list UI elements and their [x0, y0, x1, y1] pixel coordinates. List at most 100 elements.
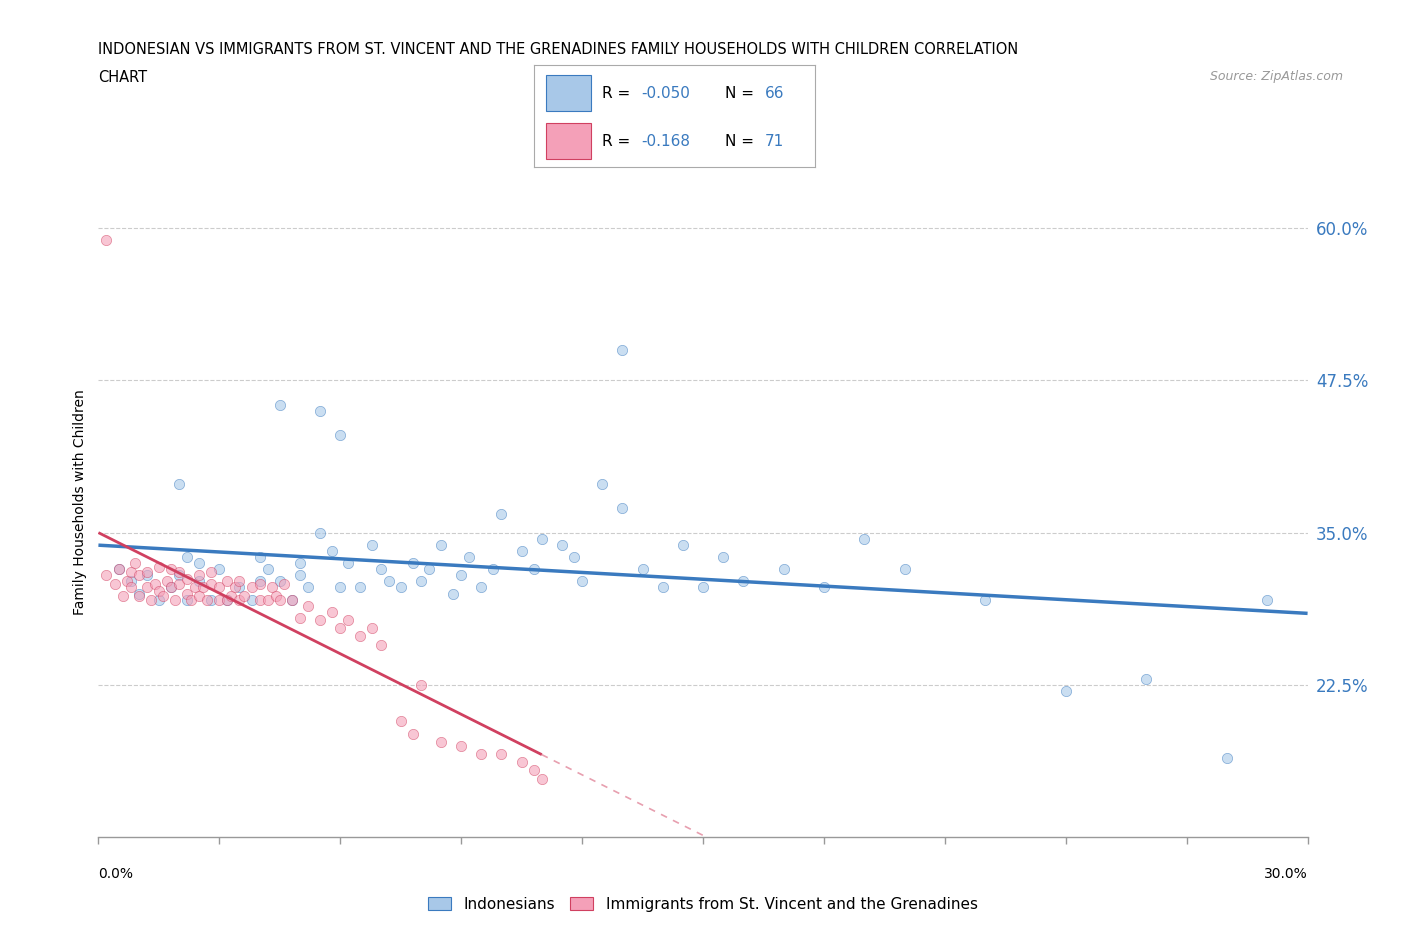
Text: R =: R = — [602, 86, 630, 101]
Point — [148, 559, 170, 574]
Point — [562, 550, 585, 565]
Point — [256, 592, 278, 607]
Point — [441, 586, 464, 601]
Point — [321, 604, 343, 619]
Point — [188, 568, 211, 583]
Point — [551, 538, 574, 552]
Point — [269, 574, 291, 589]
Point — [974, 592, 997, 607]
Point — [269, 592, 291, 607]
Point — [530, 531, 553, 546]
Point — [853, 531, 876, 546]
Point — [240, 592, 263, 607]
Point — [470, 747, 492, 762]
Point — [389, 580, 412, 595]
Point — [228, 580, 250, 595]
Point — [264, 589, 287, 604]
Point — [249, 577, 271, 591]
Point — [107, 562, 129, 577]
Point — [631, 562, 654, 577]
Point — [135, 580, 157, 595]
Point — [370, 637, 392, 652]
Point — [309, 404, 332, 418]
Text: 71: 71 — [765, 134, 785, 150]
Point — [402, 555, 425, 570]
Point — [103, 577, 125, 591]
Point — [430, 538, 453, 552]
Point — [200, 577, 222, 591]
Point — [377, 574, 399, 589]
Point — [349, 580, 371, 595]
Point — [450, 568, 472, 583]
Point — [733, 574, 755, 589]
Point — [240, 580, 263, 595]
Point — [163, 592, 186, 607]
Point — [224, 580, 246, 595]
Point — [450, 738, 472, 753]
Point — [176, 550, 198, 565]
Point — [523, 562, 546, 577]
Point — [418, 562, 440, 577]
Point — [148, 584, 170, 599]
Point — [180, 592, 202, 607]
Point — [96, 233, 118, 248]
Point — [772, 562, 794, 577]
Point — [107, 562, 129, 577]
Point — [200, 592, 222, 607]
Point — [273, 577, 295, 591]
Point — [160, 562, 183, 577]
Bar — [546, 124, 591, 159]
Point — [612, 501, 634, 516]
Point — [176, 571, 198, 586]
Point — [120, 580, 142, 595]
Text: CHART: CHART — [98, 70, 148, 85]
Text: R =: R = — [602, 134, 630, 150]
Point — [217, 592, 239, 607]
Text: N =: N = — [725, 134, 755, 150]
Point — [167, 565, 190, 579]
Bar — [546, 75, 591, 112]
Point — [370, 562, 392, 577]
Point — [470, 580, 492, 595]
Point — [217, 574, 239, 589]
Point — [361, 538, 384, 552]
Text: -0.050: -0.050 — [641, 86, 690, 101]
Point — [361, 620, 384, 635]
Point — [530, 771, 553, 786]
Point — [281, 592, 304, 607]
Point — [260, 580, 283, 595]
Point — [309, 613, 332, 628]
Point — [337, 555, 360, 570]
Point — [176, 586, 198, 601]
Point — [156, 574, 179, 589]
Point — [692, 580, 714, 595]
Point — [128, 586, 150, 601]
Point — [167, 476, 190, 491]
Point — [297, 598, 319, 613]
Point — [228, 592, 250, 607]
Point — [430, 735, 453, 750]
Point — [148, 592, 170, 607]
Point — [249, 592, 271, 607]
Point — [111, 589, 134, 604]
Point — [297, 580, 319, 595]
Point — [208, 562, 231, 577]
Point — [167, 568, 190, 583]
Point — [128, 589, 150, 604]
Point — [591, 476, 613, 491]
Point — [135, 565, 157, 579]
Point — [208, 580, 231, 595]
Point — [135, 568, 157, 583]
Point — [329, 428, 352, 443]
Text: 0.0%: 0.0% — [98, 868, 134, 882]
Point — [184, 580, 207, 595]
Point — [193, 580, 215, 595]
Point — [510, 543, 533, 558]
Point — [160, 580, 183, 595]
Text: 30.0%: 30.0% — [1264, 868, 1308, 882]
Point — [711, 550, 734, 565]
Point — [228, 574, 250, 589]
Point — [482, 562, 505, 577]
Point — [510, 754, 533, 769]
Point — [124, 555, 146, 570]
